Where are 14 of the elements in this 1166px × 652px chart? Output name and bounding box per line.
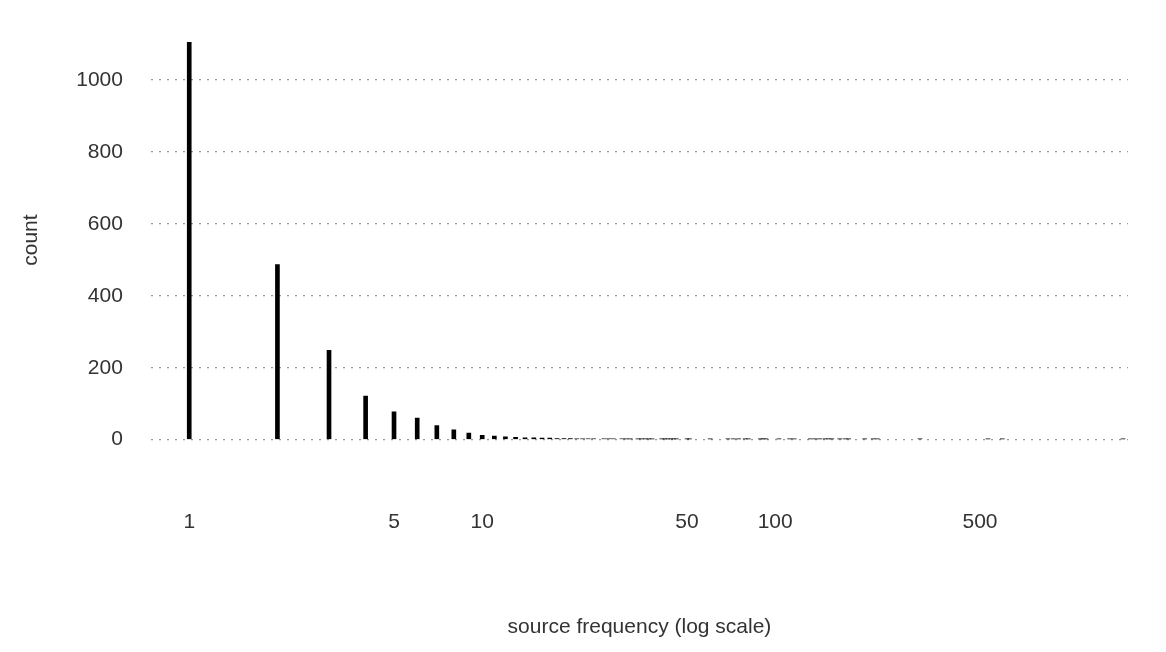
y-tick-label: 600 [87, 210, 123, 234]
x-tick-label: 50 [675, 509, 699, 532]
y-tick-label: 800 [87, 138, 123, 162]
y-tick-label: 1000 [76, 66, 123, 90]
y-tick-label: 200 [87, 354, 123, 378]
x-tick-label: 10 [470, 509, 494, 532]
x-tick-label: 100 [757, 509, 793, 532]
x-tick-label: 5 [388, 509, 400, 532]
x-axis-title: source frequency (log scale) [507, 614, 772, 638]
y-tick-label: 0 [111, 426, 123, 450]
x-tick-label: 500 [962, 509, 998, 532]
x-tick-label: 1 [183, 509, 196, 532]
y-tick-label: 400 [87, 282, 123, 306]
y-axis-title: count [18, 214, 42, 266]
